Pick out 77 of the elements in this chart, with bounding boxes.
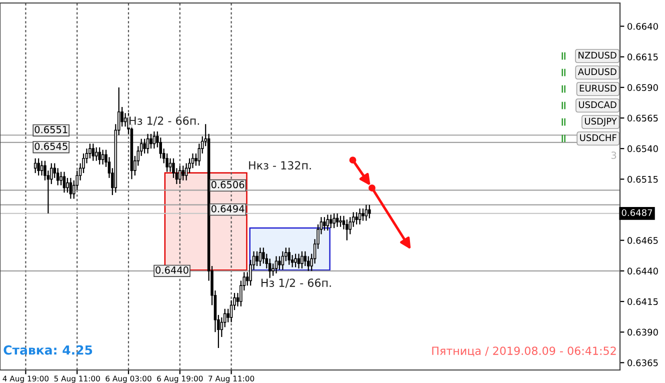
y-tick-label: 0.6590 xyxy=(628,84,658,91)
y-tick-label: 0.6615 xyxy=(628,54,658,60)
candlestick xyxy=(62,171,66,194)
candlestick xyxy=(66,177,69,194)
candlestick xyxy=(346,218,348,241)
candlestick xyxy=(355,212,358,225)
annotation: 3 xyxy=(611,152,616,159)
y-tick-label: 0.6415 xyxy=(628,298,658,306)
candlestick xyxy=(258,247,262,267)
candlestick xyxy=(362,208,364,222)
y-tick-label: 0.6390 xyxy=(628,328,658,336)
annotation: Нз 1/2 - 66п. xyxy=(130,116,199,126)
y-tick-label: 0.6365 xyxy=(628,359,658,366)
candlestick xyxy=(364,204,368,222)
ref-line-label: 0.6551 xyxy=(34,126,68,134)
candlestick xyxy=(268,258,272,279)
candlestick xyxy=(262,247,265,264)
candlestick xyxy=(143,138,146,154)
annotation: Нз 1/2 - 66п. xyxy=(261,278,331,288)
annotation: USDJPY xyxy=(584,118,617,126)
y-tick-label: 0.6440 xyxy=(628,268,658,274)
candlestick xyxy=(101,149,104,166)
annotation: EURUSD xyxy=(580,84,616,92)
candlestick xyxy=(368,204,371,219)
y-tick-label: 0.6540 xyxy=(628,145,658,152)
candlestick xyxy=(152,130,156,150)
y-tick-label: 0.6515 xyxy=(628,176,658,183)
candlestick xyxy=(60,171,62,186)
candlestick xyxy=(226,308,230,323)
candlestick xyxy=(182,165,184,181)
candlestick xyxy=(34,158,37,174)
candlestick xyxy=(332,212,336,229)
ref-line-label: 0.6440 xyxy=(156,266,188,274)
annotation: AUDUSD xyxy=(578,68,616,76)
candlestick xyxy=(191,152,194,169)
candlestick xyxy=(300,250,304,270)
candlestick xyxy=(168,158,172,172)
candlestick xyxy=(294,253,297,268)
candlestick xyxy=(40,160,44,176)
candlestick xyxy=(339,215,342,228)
candlestick xyxy=(92,143,95,162)
candlestick xyxy=(184,162,188,181)
annotation: USDCHF xyxy=(580,134,616,142)
candlestick xyxy=(98,146,101,166)
y-tick-label: 0.6640 xyxy=(628,22,658,30)
candlestick xyxy=(166,152,168,172)
candlestick xyxy=(278,256,281,270)
candlestick xyxy=(256,250,258,267)
candlestick xyxy=(150,133,152,150)
ref-line-label: 0.6494 xyxy=(211,205,244,212)
annotation: Пятница / 2019.08.09 - 06:41:52 xyxy=(432,346,616,356)
annotation: USDCAD xyxy=(578,101,616,108)
candlestick xyxy=(288,247,291,266)
candlestick xyxy=(326,214,330,232)
candlestick xyxy=(69,177,72,200)
candlestick xyxy=(274,256,278,274)
candlestick xyxy=(297,253,300,270)
candlestick xyxy=(358,208,362,225)
ref-line-label: 0.6487 xyxy=(622,209,652,216)
candlestick xyxy=(178,165,182,185)
candlestick xyxy=(56,168,60,186)
annotation: Ставка: 4.25 xyxy=(4,345,92,355)
annotation: NZDUSD xyxy=(578,52,616,59)
candlestick xyxy=(94,146,98,162)
candlestick xyxy=(323,216,326,232)
candlestick xyxy=(37,158,40,176)
y-tick-label: 0.6565 xyxy=(628,114,658,122)
y-tick-label: 0.6465 xyxy=(628,237,658,244)
candlestick xyxy=(307,256,310,272)
candlestick xyxy=(146,133,150,154)
annotation: Нкз - 132п. xyxy=(249,161,311,170)
candlestick xyxy=(304,250,307,267)
candlestick xyxy=(329,214,332,229)
ref-line-label: 0.6506 xyxy=(211,180,244,188)
ref-line-label: 0.6545 xyxy=(34,142,68,150)
candlestick xyxy=(120,106,124,128)
candlestick xyxy=(336,212,339,228)
